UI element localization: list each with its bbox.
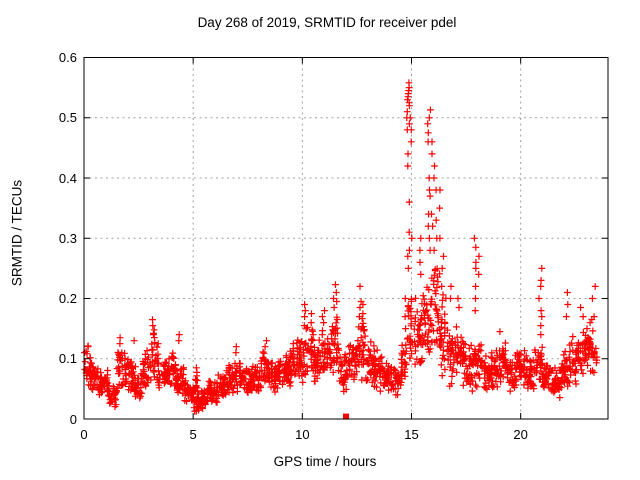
plot-border <box>83 57 609 420</box>
x-tick-label: 5 <box>189 427 197 442</box>
y-tick-label: 0.5 <box>58 110 77 126</box>
y-tick-label: 0.3 <box>58 230 77 246</box>
y-tick-label: 0.4 <box>58 170 77 186</box>
y-tick-label: 0.6 <box>58 50 77 65</box>
y-tick-label: 0 <box>69 411 77 427</box>
x-tick-label: 10 <box>295 427 310 442</box>
x-tick-label: 15 <box>404 427 419 442</box>
outlier-square-marker <box>343 413 349 420</box>
x-axis-title: GPS time / hours <box>273 454 377 469</box>
x-tick-label: 20 <box>513 427 528 442</box>
x-tick-label: 0 <box>80 427 88 442</box>
y-tick-label: 0.2 <box>58 291 77 306</box>
chart-title: Day 268 of 2019, SRMTID for receiver pde… <box>197 15 457 30</box>
scatter-points <box>81 79 601 415</box>
y-tick-label: 0.1 <box>58 351 77 367</box>
